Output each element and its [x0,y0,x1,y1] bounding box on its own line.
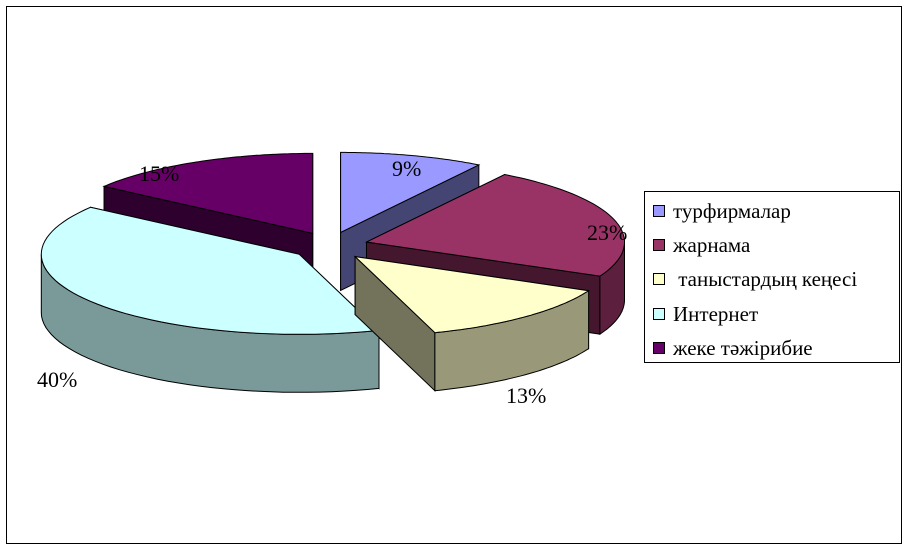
data-label-turfirmalar: 9% [392,156,422,181]
legend-label: жарнама [673,232,751,257]
legend-swatch [653,308,665,320]
legend-swatch [653,239,665,251]
legend-label: Интернет [673,301,759,326]
legend-item-internet: Интернет [653,302,758,326]
legend-label: таныстардың кеңесі [673,266,858,291]
legend-item-tanystar: таныстардың кеңесі [653,267,857,291]
data-label-internet: 40% [37,367,78,392]
pie-slice-internet [40,206,381,393]
legend-item-zheke: жеке тәжірибие [653,336,813,360]
legend-item-turfirmalar: турфирмалар [653,199,791,223]
legend-swatch [653,205,665,217]
legend-label: жеке тәжірибие [673,335,813,360]
data-label-zharnama: 23% [587,220,628,245]
legend-swatch [653,273,665,285]
legend-swatch [653,342,665,354]
legend-item-zharnama: жарнама [653,233,750,257]
legend-label: турфирмалар [673,198,791,223]
pie-slice-tanystar [353,255,590,392]
data-label-zheke: 15% [139,161,180,186]
data-label-tanystar: 13% [506,383,547,408]
legend: турфирмалар жарнама таныстардың кеңесі И… [644,191,900,363]
